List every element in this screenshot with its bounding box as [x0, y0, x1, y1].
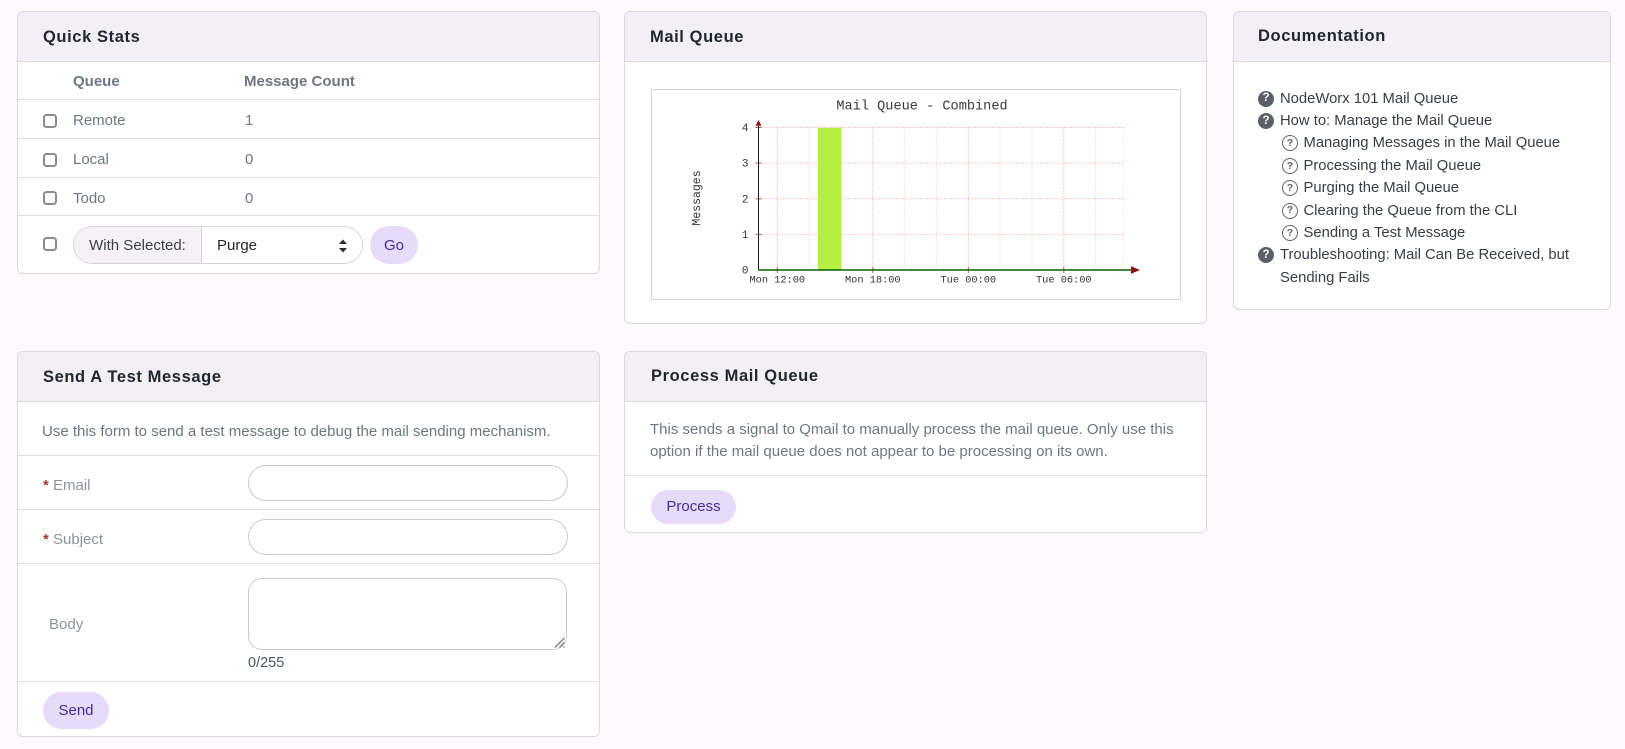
svg-text:4: 4	[742, 123, 749, 135]
svg-text:2: 2	[742, 194, 749, 206]
svg-text:0: 0	[742, 265, 749, 277]
svg-text:Mail Queue - Combined: Mail Queue - Combined	[836, 99, 1007, 114]
svg-text:Mon 18:00: Mon 18:00	[845, 274, 901, 286]
svg-text:Tue 00:00: Tue 00:00	[940, 274, 996, 286]
svg-text:1: 1	[742, 229, 749, 241]
svg-text:3: 3	[742, 158, 749, 170]
svg-text:Mon 12:00: Mon 12:00	[749, 274, 805, 286]
svg-text:Tue 06:00: Tue 06:00	[1036, 274, 1092, 286]
svg-text:Messages: Messages	[691, 170, 704, 225]
